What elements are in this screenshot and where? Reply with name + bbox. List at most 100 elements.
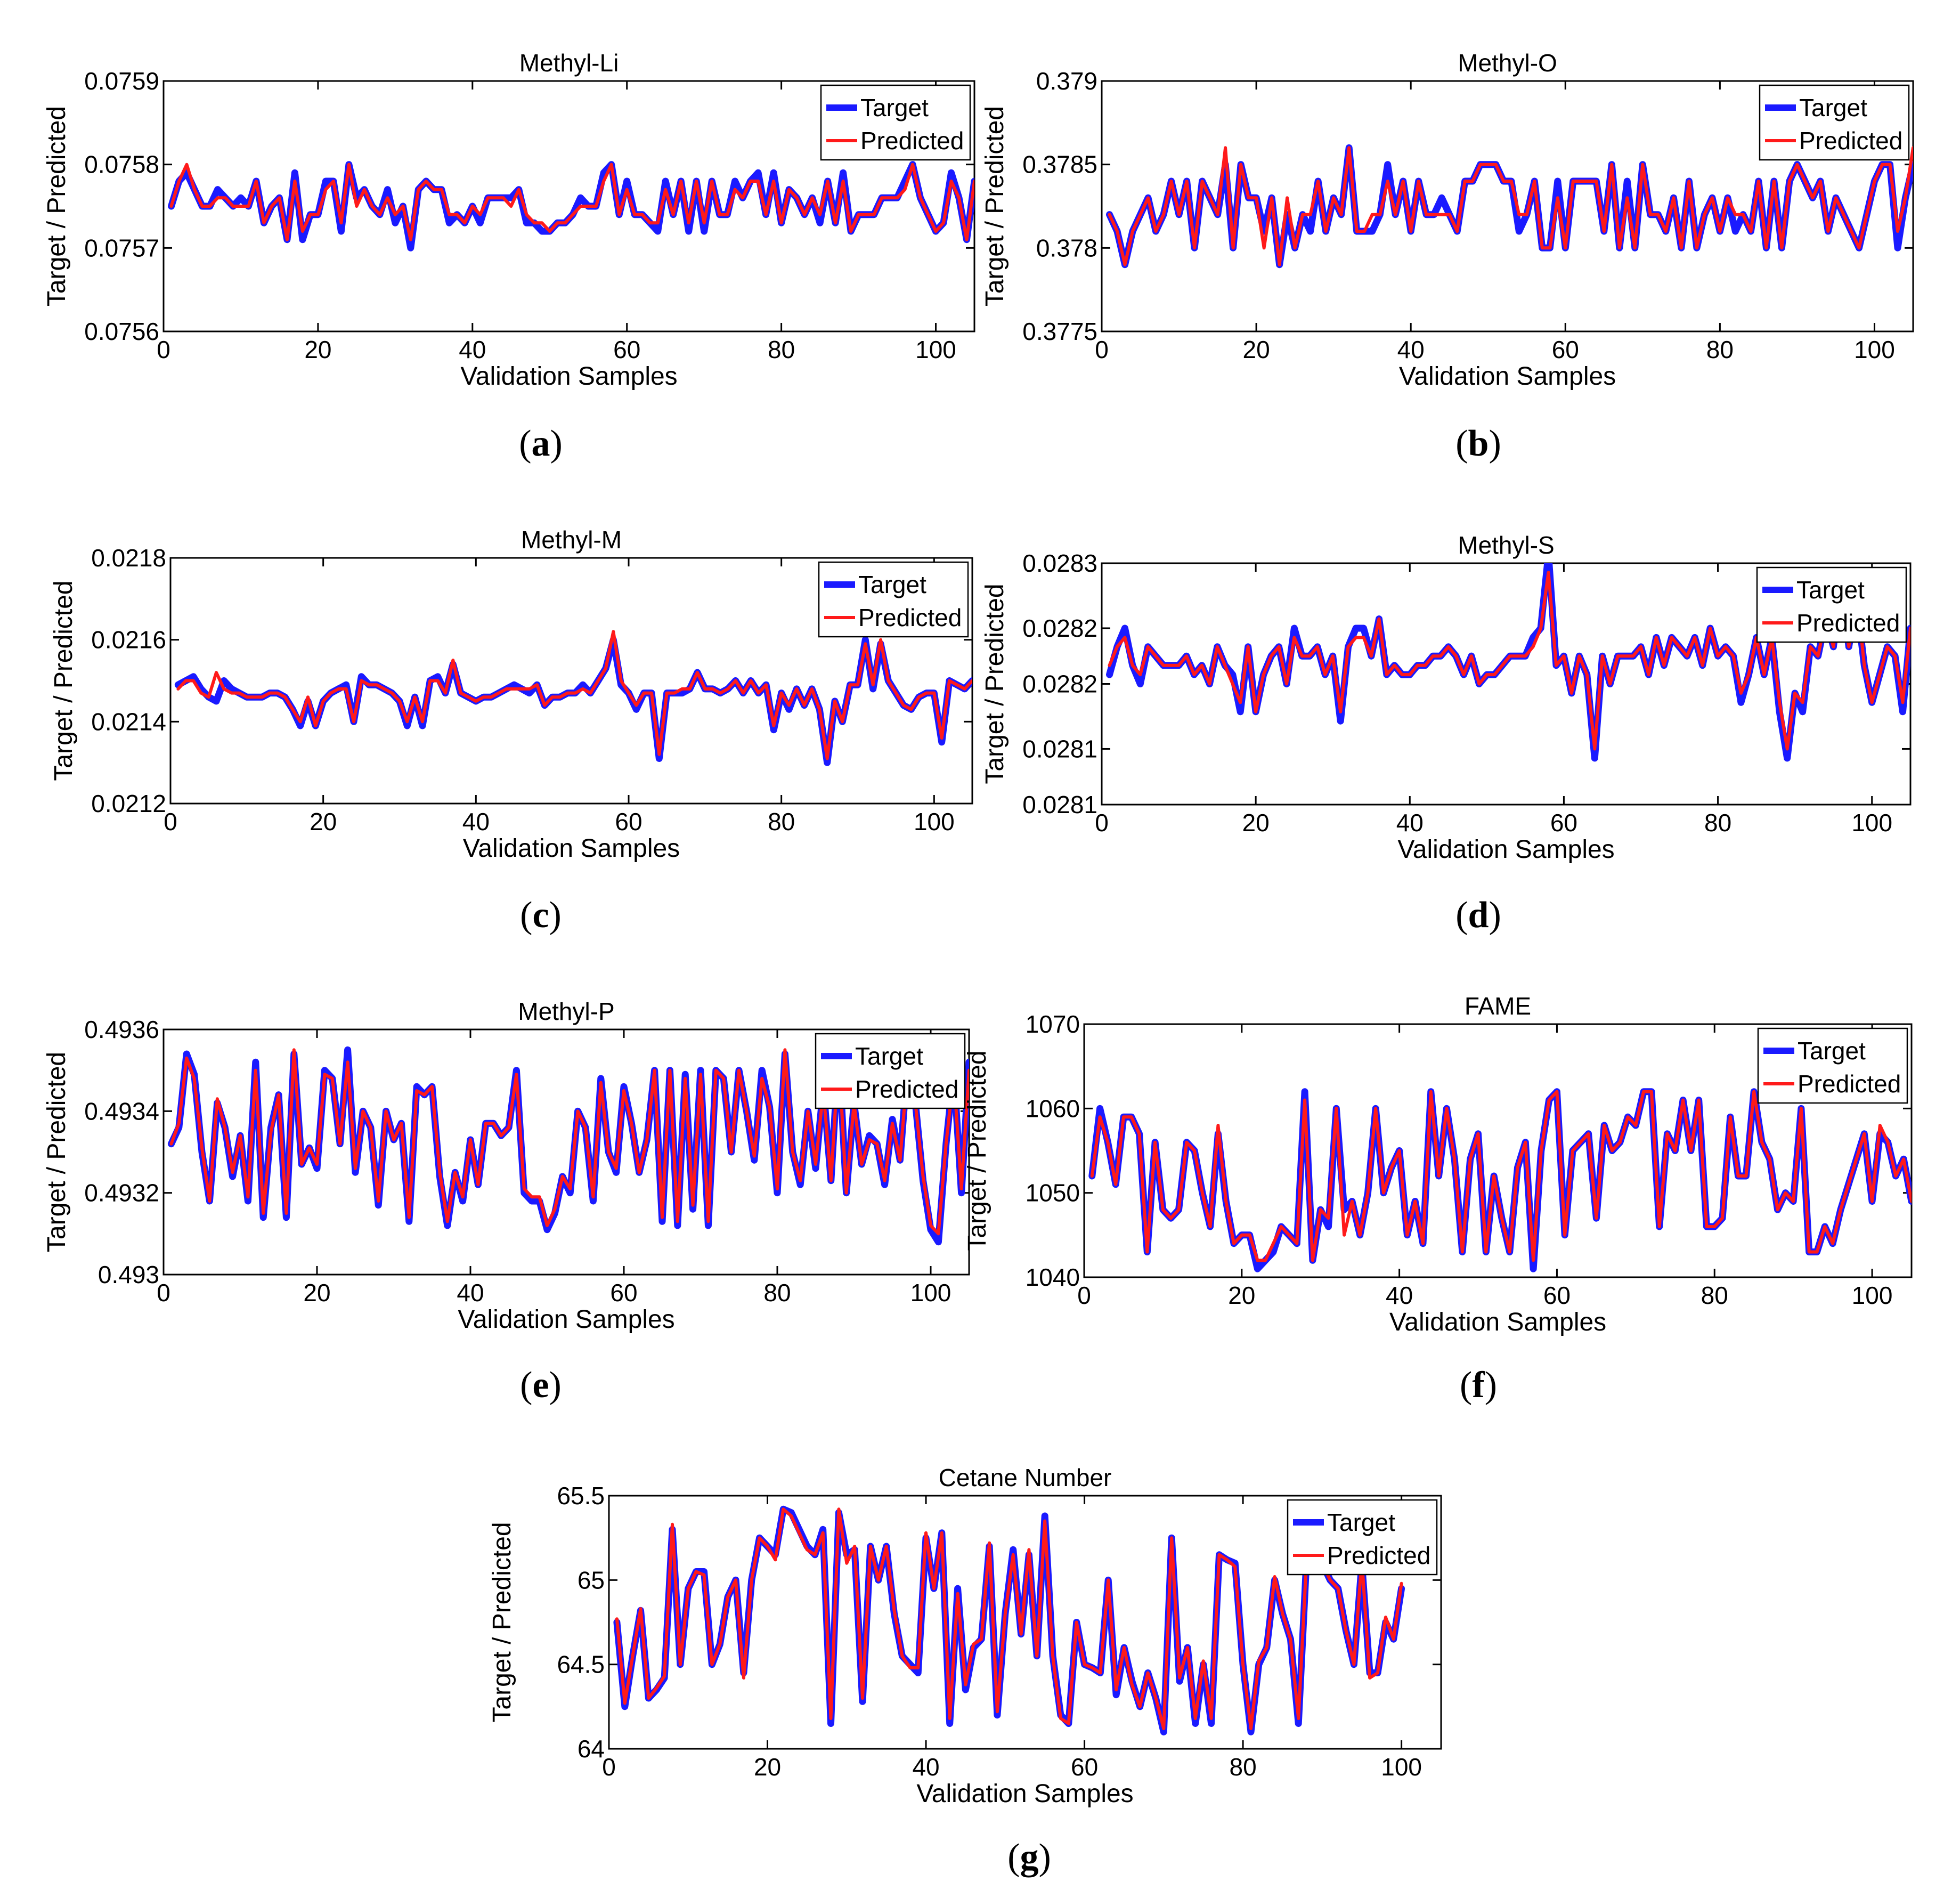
x-tick-label: 20 — [310, 808, 337, 836]
y-tick-label: 65 — [578, 1566, 605, 1594]
y-axis-label: Target / Predicted — [981, 106, 1009, 306]
panel-caption: (f) — [1460, 1365, 1497, 1406]
legend-label: Predicted — [858, 604, 962, 631]
legend-box — [815, 1033, 966, 1109]
y-tick-label: 0.0212 — [91, 790, 166, 817]
y-tick-label: 0.378 — [1036, 234, 1097, 262]
y-tick-label: 0.379 — [1036, 67, 1097, 95]
y-axis-label: Target / Predicted — [488, 1522, 516, 1722]
legend-label: Predicted — [1796, 609, 1900, 637]
legend: Target Predicted — [1287, 1499, 1438, 1576]
chart-title: Methyl-M — [521, 526, 622, 554]
legend-label: Predicted — [855, 1075, 958, 1103]
series-line-predicted — [176, 630, 972, 760]
panel-caption: (b) — [1455, 423, 1501, 464]
legend-box — [818, 561, 969, 638]
legend-box — [1759, 84, 1910, 161]
legend: Target Predicted — [1756, 566, 1907, 643]
x-tick-label: 40 — [1396, 809, 1424, 837]
x-tick-label: 80 — [1704, 809, 1731, 837]
legend-label: Target — [855, 1042, 923, 1070]
chart-panel-b: Methyl-O 0 20 40 60 80 100 0.3775 0.378 0.3785 0.3… — [981, 49, 1914, 464]
legend-label: Target — [1798, 1037, 1866, 1065]
y-tick-label: 0.0216 — [91, 626, 166, 654]
y-tick-label: 0.0281 — [1022, 735, 1097, 763]
chart-panel-e: Methyl-P 0 20 40 60 80 100 0.493 0.4932 0.4934 0.4… — [43, 997, 970, 1406]
panel-caption: (d) — [1455, 895, 1501, 936]
chart-panel-g: Cetane Number 0 20 40 60 80 100 64 64.5 65 65.5 Val… — [488, 1464, 1442, 1878]
chart-title: Methyl-Li — [519, 49, 619, 77]
y-tick-label: 0.4932 — [84, 1179, 159, 1207]
y-tick-label: 1040 — [1026, 1263, 1080, 1291]
legend-box — [820, 84, 971, 161]
x-tick-label: 60 — [610, 1279, 637, 1307]
y-tick-label: 0.0283 — [1022, 549, 1097, 577]
y-tick-label: 0.0756 — [84, 318, 159, 345]
y-axis-label: Target / Predicted — [963, 1050, 991, 1251]
x-axis-label: Validation Samples — [1399, 362, 1616, 391]
x-tick-label: 20 — [1243, 336, 1270, 363]
chart-panel-a: Methyl-Li 0 20 40 60 80 100 0.0756 0.0757 0.0758 0… — [43, 49, 975, 464]
y-tick-label: 0.3785 — [1022, 151, 1097, 179]
y-tick-label: 0.4936 — [84, 1016, 159, 1043]
series-line-predicted — [169, 163, 974, 241]
y-tick-label: 1060 — [1026, 1094, 1080, 1122]
y-tick-label: 0.4934 — [84, 1097, 159, 1125]
series-group — [1088, 1088, 1912, 1272]
series-line-predicted — [1108, 146, 1913, 266]
chart-title: Methyl-P — [518, 997, 614, 1025]
series-line-predicted — [1090, 1090, 1912, 1262]
chart-title: Methyl-S — [1458, 531, 1554, 559]
x-tick-label: 20 — [1228, 1281, 1255, 1309]
series-line-predicted — [615, 1507, 1403, 1730]
y-tick-label: 0.0758 — [84, 151, 159, 179]
legend: Target Predicted — [815, 1033, 966, 1109]
chart-panel-f: FAME 0 20 40 60 80 100 1040 1050 1060 1070 Validati… — [963, 992, 1913, 1406]
x-tick-label: 20 — [304, 336, 331, 363]
x-axis-label: Validation Samples — [463, 834, 680, 863]
series-group — [1106, 563, 1910, 762]
x-axis-label: Validation Samples — [1389, 1308, 1606, 1336]
series-line-predicted — [1108, 571, 1910, 751]
x-tick-label: 60 — [613, 336, 640, 363]
x-tick-label: 60 — [1543, 1281, 1571, 1309]
chart-title: Cetane Number — [939, 1464, 1112, 1491]
panel-caption: (c) — [520, 895, 562, 936]
y-tick-label: 64 — [578, 1735, 605, 1763]
x-tick-label: 80 — [768, 336, 795, 363]
legend-box — [1287, 1499, 1438, 1576]
x-tick-label: 100 — [1381, 1753, 1422, 1781]
x-tick-label: 100 — [914, 808, 955, 836]
y-tick-label: 0.0282 — [1022, 670, 1097, 698]
y-tick-label: 0.0218 — [91, 544, 166, 572]
x-tick-label: 80 — [1706, 336, 1734, 363]
legend-label: Target — [860, 94, 929, 121]
x-tick-label: 100 — [915, 336, 956, 363]
x-tick-label: 20 — [1242, 809, 1270, 837]
legend-label: Predicted — [860, 127, 964, 155]
x-tick-label: 100 — [1852, 1281, 1893, 1309]
legend-label: Target — [1327, 1508, 1395, 1536]
x-tick-label: 60 — [1071, 1753, 1098, 1781]
y-tick-label: 65.5 — [557, 1482, 605, 1510]
series-group — [1106, 144, 1913, 269]
x-tick-label: 100 — [910, 1279, 951, 1307]
legend-box — [1757, 1027, 1908, 1104]
chart-panel-d: Methyl-S 0 20 40 60 80 100 0.0281 0.0281 0.0282 0.… — [981, 531, 1912, 936]
x-tick-label: 60 — [615, 808, 642, 836]
x-axis-label: Validation Samples — [460, 362, 677, 391]
x-tick-label: 20 — [303, 1279, 330, 1307]
y-tick-label: 0.0757 — [84, 234, 159, 262]
x-tick-label: 100 — [1854, 336, 1895, 363]
x-tick-label: 0 — [157, 336, 170, 363]
legend: Target Predicted — [820, 84, 971, 161]
x-tick-label: 60 — [1550, 809, 1577, 837]
x-tick-label: 80 — [1701, 1281, 1728, 1309]
legend-label: Predicted — [1799, 127, 1902, 155]
legend: Target Predicted — [1757, 1027, 1908, 1104]
chart-title: Methyl-O — [1458, 49, 1557, 77]
y-axis-label: Target / Predicted — [43, 106, 71, 306]
y-tick-label: 1050 — [1026, 1179, 1080, 1207]
x-tick-label: 0 — [1095, 809, 1109, 837]
